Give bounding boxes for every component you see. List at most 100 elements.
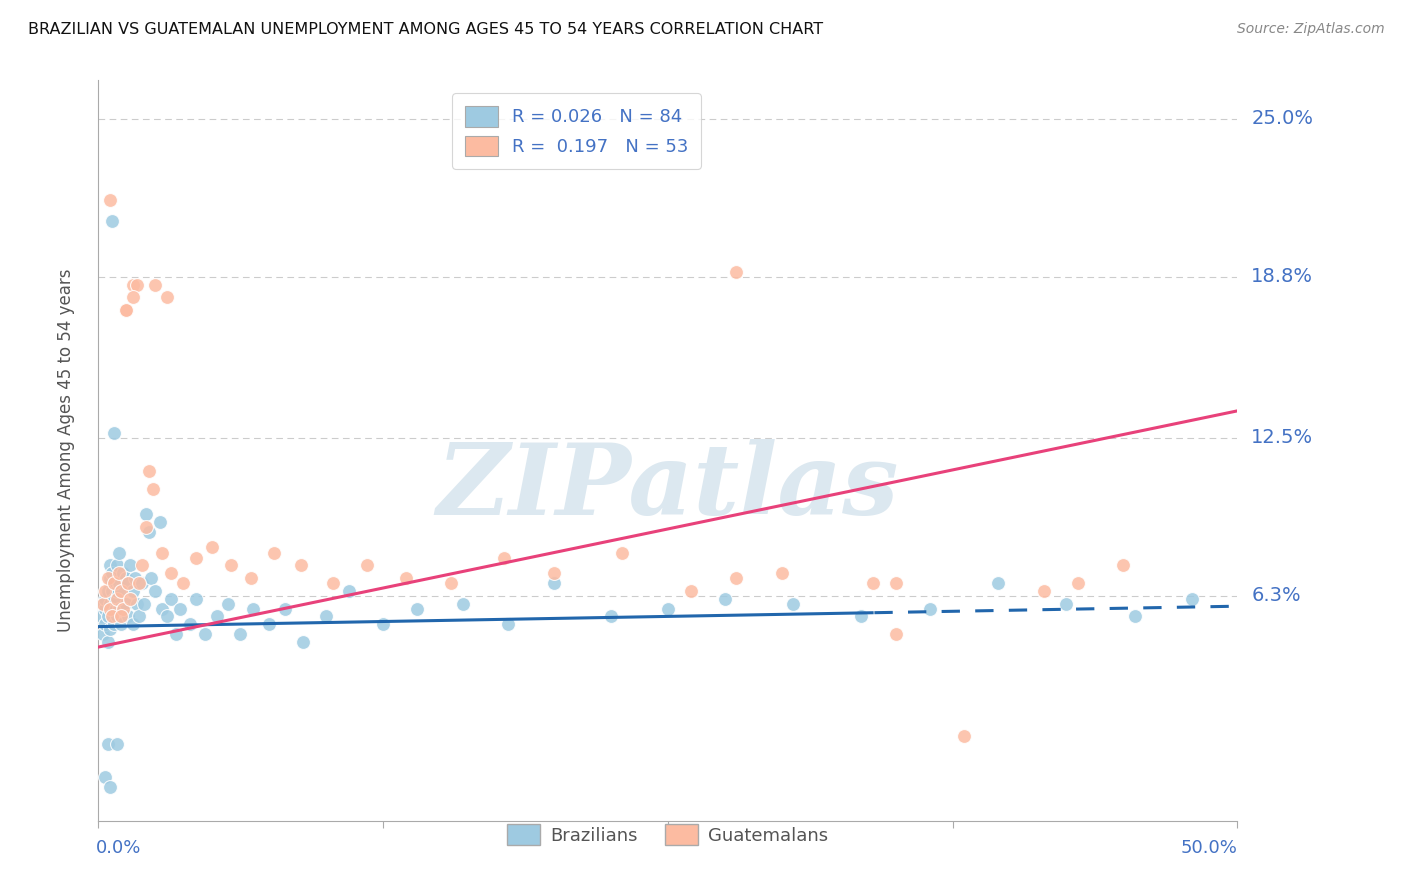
Point [114, 571, 136, 585]
Point [121, 583, 143, 598]
Point [121, 617, 143, 632]
Point [103, 576, 125, 591]
Point [98, 558, 121, 573]
Point [112, 566, 135, 580]
Legend: Brazilians, Guatemalans: Brazilians, Guatemalans [501, 817, 835, 853]
Point [242, 601, 264, 615]
Point [105, 591, 128, 606]
Point [186, 591, 208, 606]
Point [90, 609, 112, 624]
Point [135, 508, 157, 522]
Point [138, 464, 160, 478]
Point [103, 576, 125, 591]
Text: 25.0%: 25.0% [1251, 109, 1313, 128]
Point [600, 609, 623, 624]
Point [91, 597, 114, 611]
Point [612, 545, 634, 559]
Point [395, 571, 418, 585]
Point [94, 617, 117, 632]
Point [1112, 558, 1135, 573]
Point [105, 558, 128, 573]
Point [96, 583, 118, 598]
Point [657, 601, 679, 615]
Point [110, 583, 132, 598]
Text: 18.8%: 18.8% [1251, 268, 1313, 286]
Point [117, 576, 139, 591]
Point [918, 601, 941, 615]
Point [150, 545, 173, 559]
Point [406, 601, 429, 615]
Point [94, 770, 117, 784]
Point [1032, 583, 1054, 598]
Point [132, 597, 155, 611]
Point [105, 609, 128, 624]
Point [156, 290, 179, 304]
Point [543, 566, 565, 580]
Point [492, 550, 515, 565]
Point [105, 737, 128, 751]
Point [101, 213, 124, 227]
Point [110, 617, 132, 632]
Point [108, 545, 131, 559]
Point [94, 583, 117, 598]
Text: 50.0%: 50.0% [1181, 838, 1237, 856]
Point [138, 525, 160, 540]
Point [98, 780, 121, 795]
Point [179, 617, 201, 632]
Point [194, 627, 217, 641]
Point [98, 601, 121, 615]
Point [263, 545, 285, 559]
Point [1067, 576, 1090, 591]
Point [205, 609, 228, 624]
Point [98, 622, 121, 636]
Point [94, 591, 117, 606]
Point [160, 566, 183, 580]
Point [103, 617, 125, 632]
Point [117, 576, 139, 591]
Point [101, 601, 124, 615]
Point [117, 609, 139, 624]
Text: Source: ZipAtlas.com: Source: ZipAtlas.com [1237, 22, 1385, 37]
Point [128, 609, 150, 624]
Point [160, 591, 183, 606]
Point [98, 194, 121, 208]
Point [186, 550, 208, 565]
Point [201, 541, 224, 555]
Point [987, 576, 1010, 591]
Point [103, 425, 125, 440]
Point [121, 290, 143, 304]
Point [112, 601, 135, 615]
Point [228, 627, 250, 641]
Point [96, 737, 118, 751]
Point [96, 571, 118, 585]
Point [725, 265, 748, 279]
Point [145, 583, 167, 598]
Point [108, 566, 131, 580]
Point [156, 609, 179, 624]
Point [127, 277, 149, 292]
Point [114, 597, 136, 611]
Point [165, 627, 187, 641]
Point [356, 558, 378, 573]
Point [105, 583, 128, 598]
Point [1181, 591, 1204, 606]
Point [108, 601, 131, 615]
Point [131, 576, 153, 591]
Point [219, 558, 242, 573]
Point [114, 303, 136, 318]
Point [884, 576, 907, 591]
Point [862, 576, 884, 591]
Point [112, 601, 135, 615]
Point [96, 609, 118, 624]
Point [322, 576, 344, 591]
Point [217, 597, 239, 611]
Point [110, 583, 132, 598]
Point [139, 571, 162, 585]
Text: 6.3%: 6.3% [1251, 586, 1301, 606]
Point [150, 601, 173, 615]
Point [91, 627, 114, 641]
Point [679, 583, 702, 598]
Point [142, 482, 165, 496]
Point [169, 601, 191, 615]
Point [714, 591, 737, 606]
